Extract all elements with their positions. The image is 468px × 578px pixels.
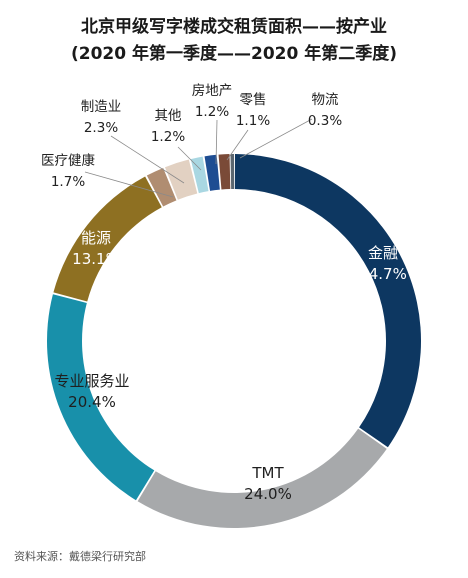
slice-5-segment xyxy=(146,167,177,207)
slice-1-segment xyxy=(234,154,422,448)
slice-6-value-label: 2.3% xyxy=(84,120,118,136)
slice-4-label: 能源 xyxy=(81,229,111,247)
slice-8-label: 房地产 xyxy=(192,83,233,99)
slice-9-label: 零售 xyxy=(240,92,267,108)
slice-10-label: 物流 xyxy=(312,92,339,108)
slice-10-leader-line xyxy=(239,118,313,159)
slice-6-label: 制造业 xyxy=(81,99,122,115)
slice-3-value-label: 20.4% xyxy=(68,393,116,411)
slice-4-value-label: 13.1% xyxy=(72,250,120,268)
slice-1-label: 金融 xyxy=(368,244,398,262)
slice-3-segment xyxy=(46,294,155,501)
slice-9-segment xyxy=(218,154,231,190)
chart-title: 北京甲级写字楼成交租赁面积——按产业 xyxy=(81,17,387,37)
slice-4-segment xyxy=(53,176,162,302)
slice-8-value-label: 1.2% xyxy=(195,104,229,120)
slice-6-leader-line xyxy=(110,135,185,184)
slice-3-label: 专业服务业 xyxy=(54,372,129,390)
slice-5-label: 医疗健康 xyxy=(41,152,95,169)
slice-7-leader-line xyxy=(177,146,202,171)
slice-5-value-label: 1.7% xyxy=(51,174,85,190)
source-note: 资料来源：戴德梁行研究部 xyxy=(14,550,146,563)
slice-1-value-label: 34.7% xyxy=(359,265,407,283)
chart-title-block: 北京甲级写字楼成交租赁面积——按产业 (2020 年第一季度——2020 年第二… xyxy=(0,14,468,68)
slice-7-value-label: 1.2% xyxy=(151,129,185,145)
chart-subtitle: (2020 年第一季度——2020 年第二季度) xyxy=(70,44,397,64)
slice-5-leader-line xyxy=(84,171,174,198)
slice-7-segment xyxy=(190,156,209,194)
slice-9-leader-line xyxy=(226,129,249,161)
slice-2-label: TMT xyxy=(251,464,284,482)
slice-10-value-label: 0.3% xyxy=(308,113,342,129)
slice-2-value-label: 24.0% xyxy=(244,485,292,503)
slice-10-segment xyxy=(230,153,234,190)
slice-2-segment xyxy=(137,428,387,529)
slice-7-label: 其他 xyxy=(155,108,182,124)
slice-8-leader-line xyxy=(215,119,218,165)
slice-6-segment xyxy=(164,159,198,200)
slice-9-value-label: 1.1% xyxy=(236,113,270,129)
